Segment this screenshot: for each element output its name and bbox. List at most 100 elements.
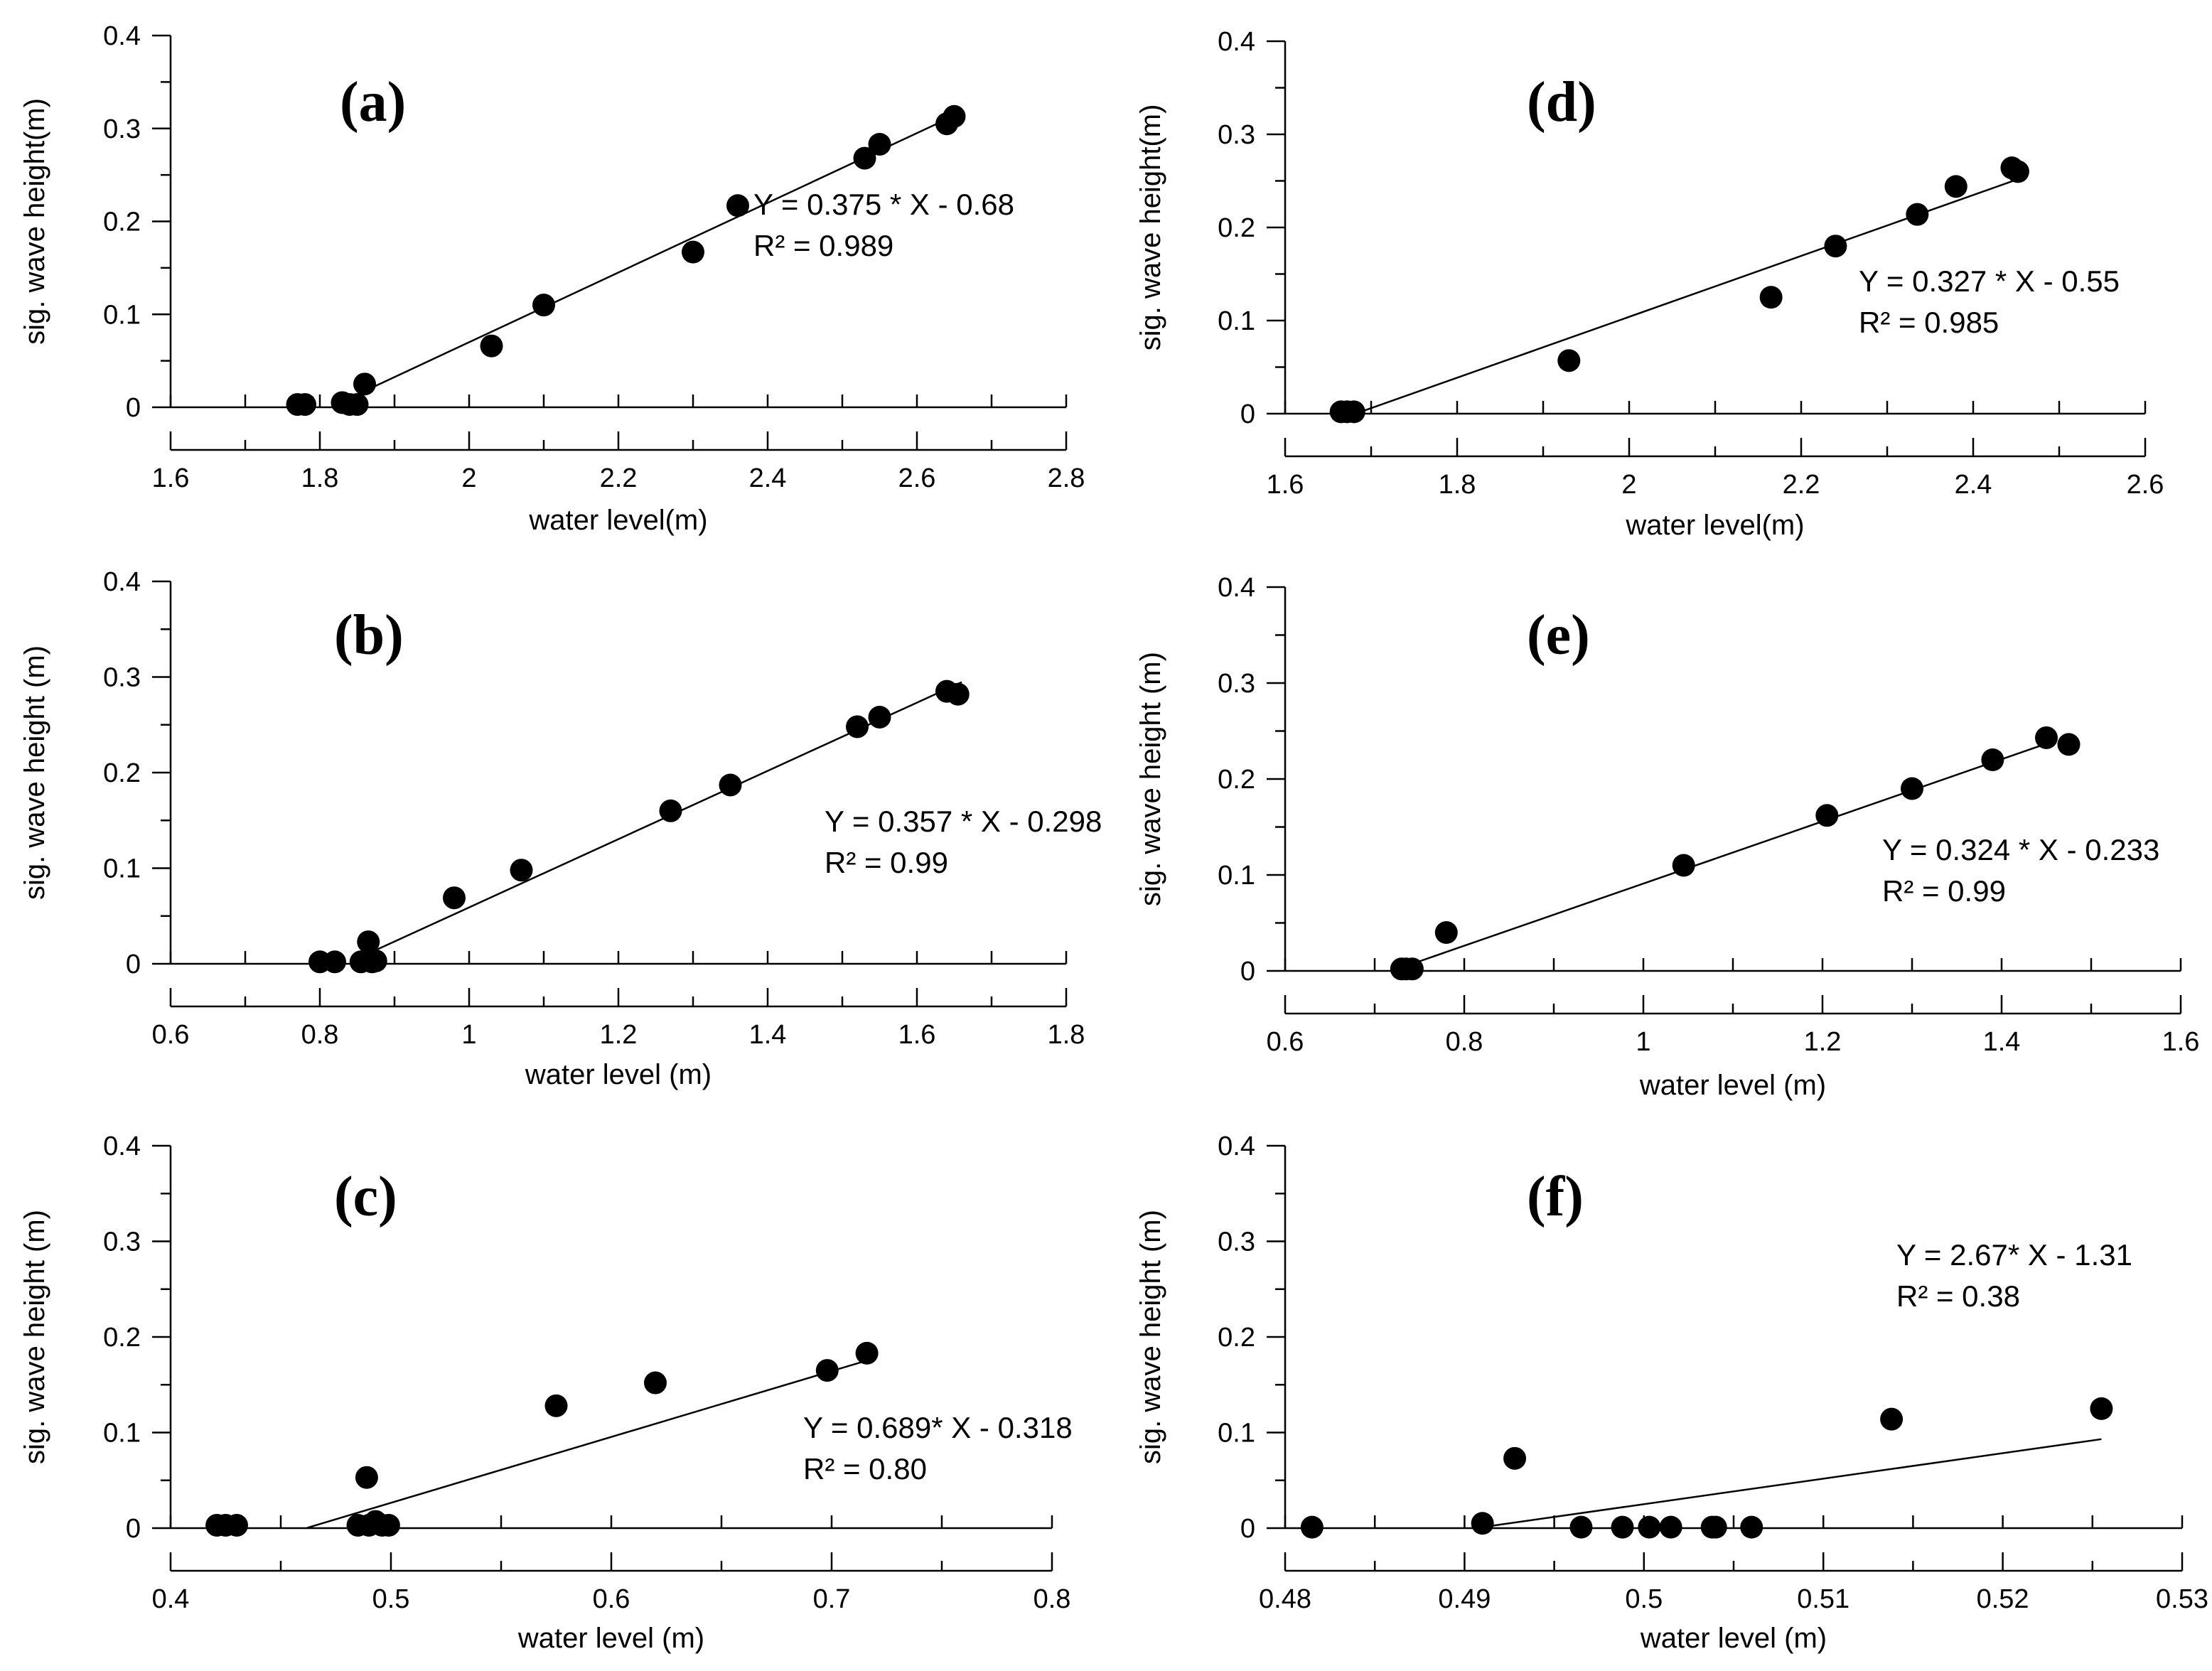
chart-panel-d: 0 0.1 0.2 0.3 0.4 1.6 1.8 2 2.2 2.4 2.6 water level… — [1135, 27, 2164, 541]
data-point — [1906, 203, 1929, 226]
data-point — [443, 886, 466, 910]
x-tick-label: 1.2 — [600, 1020, 638, 1050]
y-tick-label: 0.4 — [103, 21, 141, 51]
data-point — [1503, 1446, 1527, 1470]
x-tick-label: 0.5 — [372, 1584, 410, 1614]
data-point — [377, 1513, 400, 1537]
x-tick-label: 0.8 — [1033, 1584, 1071, 1614]
data-point — [532, 294, 555, 317]
x-tick-label: 2 — [1621, 470, 1636, 500]
data-point — [1557, 349, 1581, 372]
y-tick-label: 0.1 — [103, 854, 141, 884]
fit-equation: Y = 2.67* X - 1.31 — [1896, 1238, 2132, 1272]
x-tick-label: 2 — [461, 463, 476, 493]
y-tick-label: 0.3 — [1218, 1227, 1255, 1257]
r-squared-label: R² = 0.99 — [825, 846, 948, 879]
panel-label: (d) — [1527, 71, 1596, 134]
data-point — [2035, 726, 2058, 749]
y-axis-title: sig. wave height (m) — [19, 645, 50, 900]
data-point — [2006, 160, 2029, 183]
x-tick-label: 2.2 — [600, 463, 638, 493]
y-axis-title: sig. wave height(m) — [19, 98, 50, 345]
x-tick-label: 1.8 — [1048, 1020, 1085, 1050]
y-tick-label: 0.1 — [103, 300, 141, 330]
y-tick-label: 0 — [126, 393, 141, 423]
x-tick-label: 1.6 — [152, 463, 190, 493]
data-point — [943, 104, 966, 128]
panel-label: (c) — [334, 1166, 397, 1228]
y-tick-label: 0.2 — [103, 208, 141, 237]
data-point — [1944, 175, 1967, 198]
y-tick-label: 0.3 — [103, 1227, 141, 1257]
x-tick-label: 0.52 — [1977, 1584, 2029, 1614]
x-tick-label: 1 — [1636, 1027, 1650, 1057]
data-point — [946, 682, 970, 706]
y-tick-label: 0.4 — [1218, 27, 1255, 57]
x-tick-label: 0.48 — [1259, 1584, 1311, 1614]
data-point — [1880, 1407, 1904, 1431]
data-point — [225, 1513, 248, 1537]
data-point — [682, 240, 704, 264]
r-squared-label: R² = 0.99 — [1882, 874, 2006, 908]
data-point — [868, 705, 891, 729]
r-squared-label: R² = 0.985 — [1859, 306, 1999, 339]
y-axis-title: sig. wave height (m) — [1135, 1210, 1166, 1464]
regression-line — [1475, 1438, 2102, 1530]
y-tick-label: 0.2 — [1218, 213, 1255, 243]
y-tick-label: 0 — [1240, 399, 1255, 429]
x-tick-label: 1.8 — [1439, 470, 1476, 500]
data-point — [355, 1466, 378, 1489]
y-tick-label: 0.4 — [1218, 573, 1255, 603]
data-point — [1300, 1515, 1324, 1539]
x-tick-label: 1.4 — [1983, 1027, 2021, 1057]
y-tick-label: 0 — [126, 950, 141, 979]
data-point — [1815, 804, 1839, 827]
y-axis-title: sig. wave height(m) — [1135, 104, 1166, 351]
x-tick-label: 0.51 — [1797, 1584, 1849, 1614]
x-axis-title: water level (m) — [525, 1059, 712, 1090]
data-point — [1400, 957, 1424, 981]
data-point — [1342, 400, 1365, 424]
y-tick-label: 0.1 — [1218, 861, 1255, 891]
data-point — [1611, 1515, 1634, 1539]
data-point — [1981, 748, 2004, 771]
x-tick-label: 2.8 — [1048, 463, 1085, 493]
y-tick-label: 0 — [1240, 1514, 1255, 1544]
data-point — [510, 859, 533, 882]
x-tick-label: 1.4 — [749, 1020, 787, 1050]
x-tick-label: 2.4 — [749, 463, 787, 493]
data-point — [846, 715, 869, 738]
data-point — [1638, 1515, 1661, 1539]
data-point — [1672, 854, 1695, 877]
y-tick-label: 0.2 — [1218, 765, 1255, 795]
y-axis-title: sig. wave height (m) — [19, 1210, 50, 1464]
y-tick-label: 0.4 — [103, 567, 141, 597]
chart-panel-b: 0 0.1 0.2 0.3 0.4 0.6 0.8 1 1.2 1.4 1.6 1.8 water le… — [19, 567, 1102, 1090]
x-tick-label: 2.4 — [1955, 470, 1992, 500]
y-tick-label: 0 — [126, 1514, 141, 1544]
data-point — [1759, 286, 1783, 309]
data-point — [1704, 1515, 1727, 1539]
data-point — [719, 773, 742, 797]
y-tick-label: 0.4 — [1218, 1132, 1255, 1161]
data-point — [480, 334, 503, 358]
y-tick-label: 0.3 — [1218, 120, 1255, 150]
y-tick-label: 0.3 — [103, 114, 141, 144]
x-tick-label: 1 — [461, 1020, 476, 1050]
y-tick-label: 0.3 — [1218, 669, 1255, 699]
x-tick-label: 0.8 — [1446, 1027, 1483, 1057]
fit-equation: Y = 0.327 * X - 0.55 — [1859, 264, 2120, 298]
x-tick-label: 1.6 — [1267, 470, 1304, 500]
r-squared-label: R² = 0.38 — [1896, 1279, 2020, 1313]
regression-line — [306, 1359, 867, 1529]
data-point — [1740, 1515, 1763, 1539]
y-tick-label: 0.2 — [103, 1323, 141, 1353]
x-tick-label: 0.7 — [813, 1584, 851, 1614]
y-tick-label: 0 — [1240, 957, 1255, 987]
y-tick-label: 0.4 — [103, 1132, 141, 1161]
data-point — [855, 1341, 879, 1365]
x-tick-label: 1.6 — [898, 1020, 936, 1050]
x-tick-label: 0.49 — [1438, 1584, 1491, 1614]
data-point — [1659, 1515, 1682, 1539]
y-tick-label: 0.2 — [1218, 1323, 1255, 1353]
